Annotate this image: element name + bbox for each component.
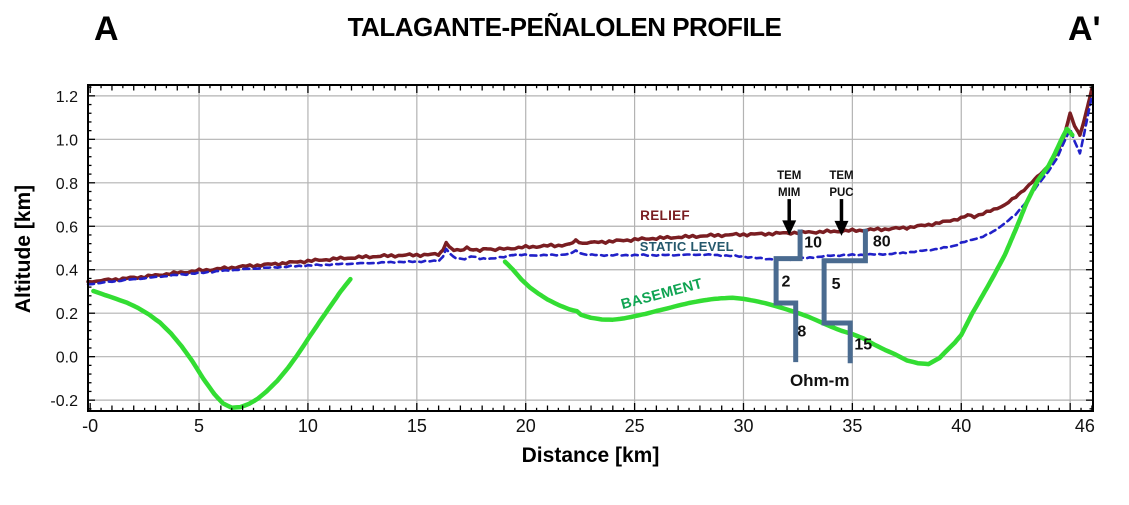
tem-station-label: PUC: [829, 187, 853, 199]
tem-station-label: MIM: [778, 187, 800, 199]
resistivity-value: 8: [797, 324, 806, 341]
y-tick-label: 0.2: [56, 306, 78, 323]
tem-log: [773, 229, 803, 363]
resistivity-value: 15: [854, 337, 872, 354]
y-tick-label: 1.0: [56, 132, 78, 149]
x-tick-label: 20: [516, 416, 536, 436]
y-tick-label: 0.4: [56, 263, 78, 280]
x-axis-title: Distance [km]: [521, 444, 660, 467]
static-level-label: STATIC LEVEL: [640, 239, 734, 254]
x-tick-label: -0: [82, 416, 98, 436]
tem-arrow-head: [834, 220, 849, 236]
basement-curve: [502, 126, 1075, 367]
relief-label: RELIEF: [640, 208, 690, 223]
tem-station-label: TEM: [829, 170, 853, 182]
tem-log: [821, 228, 868, 364]
x-tick-label: 5: [194, 416, 204, 436]
x-tick-label: 46: [1075, 416, 1095, 436]
static-level-curve: [86, 94, 1094, 286]
x-tick-label: 15: [407, 416, 427, 436]
profile-title: TALAGANTE-PEÑALOLEN PROFILE: [347, 12, 782, 42]
resistivity-value: 5: [832, 276, 841, 293]
x-tick-label: 40: [951, 416, 971, 436]
resistivity-value: 2: [781, 274, 790, 291]
resistivity-value: 10: [804, 235, 822, 252]
y-tick-label: 0.8: [56, 176, 78, 193]
y-tick-label: -0.2: [50, 393, 78, 410]
x-tick-label: 35: [842, 416, 862, 436]
y-tick-label: 1.2: [56, 89, 78, 106]
tem-arrow-head: [782, 220, 797, 236]
resistivity-unit-label: Ohm-m: [790, 371, 850, 390]
x-tick-label: 25: [625, 416, 645, 436]
x-tick-label: 10: [298, 416, 318, 436]
y-tick-label: 0.0: [56, 350, 78, 367]
section-endpoint-a: A: [94, 10, 119, 48]
basement-curve: [91, 276, 353, 410]
tem-station-label: TEM: [777, 170, 801, 182]
resistivity-value: 80: [873, 233, 891, 250]
section-endpoint-a-prime: A': [1068, 10, 1101, 48]
relief-curve: [86, 86, 1094, 284]
x-tick-label: 30: [733, 416, 753, 436]
y-tick-label: 0.6: [56, 219, 78, 236]
